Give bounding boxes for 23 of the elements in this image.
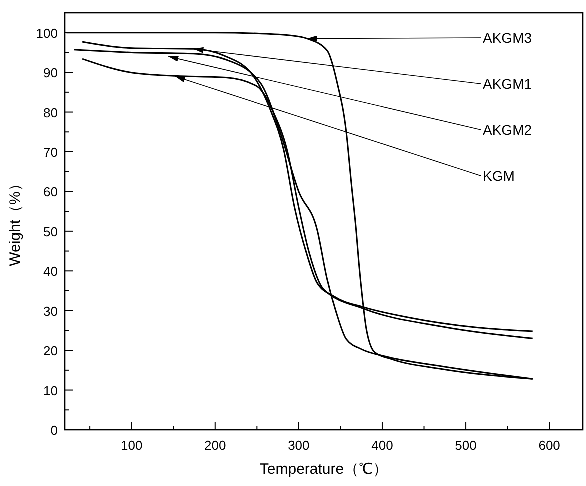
x-tick-label: 500: [455, 438, 477, 453]
x-tick-label: 400: [372, 438, 394, 453]
annotation: KGM: [483, 168, 515, 184]
annotation: AKGM3: [483, 30, 532, 46]
y-tick-label: 50: [44, 224, 58, 240]
x-tick-label: 300: [288, 438, 310, 453]
x-tick-label: 100: [120, 438, 143, 453]
y-tick-label: 0: [50, 423, 58, 438]
y-tick-label: 30: [44, 304, 58, 319]
y-axis-title: Weight（%）: [7, 176, 24, 266]
y-tick-label: 70: [44, 145, 58, 160]
y-tick-label: 10: [44, 383, 58, 398]
x-tick-label: 600: [538, 438, 560, 453]
y-tick-label: 40: [44, 264, 58, 280]
y-tick-label: 60: [44, 184, 58, 200]
y-tick-label: 100: [36, 26, 58, 41]
x-tick-label: 200: [204, 438, 226, 453]
y-tick-label: 20: [44, 344, 58, 359]
annotation: AKGM1: [483, 76, 532, 92]
y-tick-label: 80: [44, 105, 58, 120]
annotation: AKGM2: [483, 122, 532, 138]
x-axis-title: Temperature（℃）: [260, 461, 388, 478]
y-tick-label: 90: [44, 66, 58, 81]
